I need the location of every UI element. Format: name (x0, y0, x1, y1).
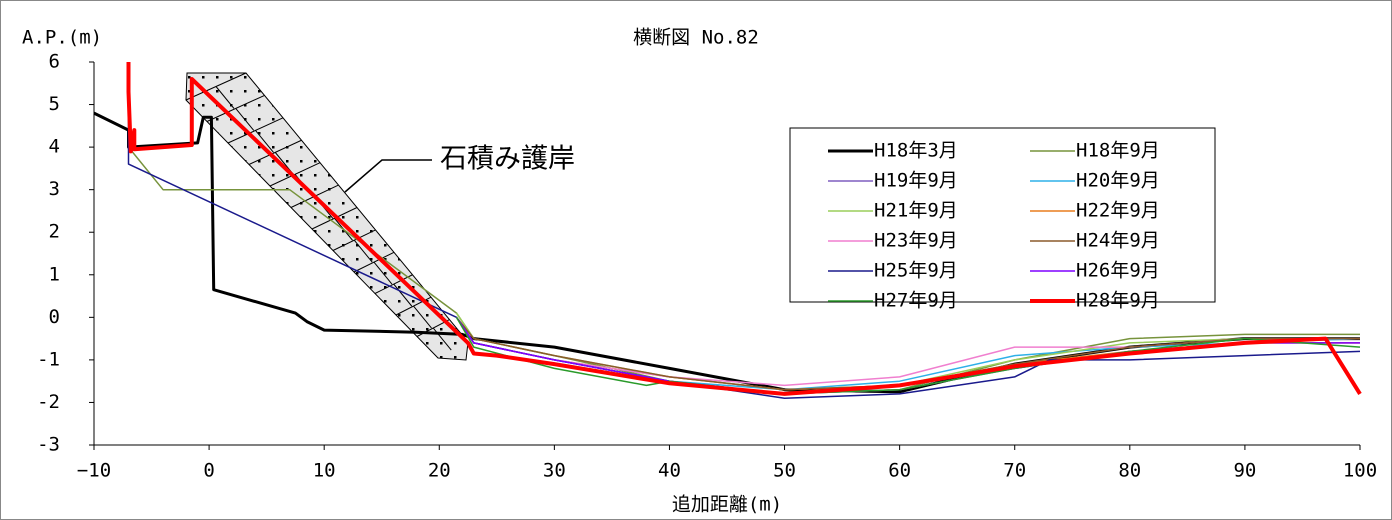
legend-label: H21年9月 (874, 200, 958, 222)
legend-label: H26年9月 (1076, 260, 1160, 282)
y-axis-label: A.P.(m) (22, 27, 102, 49)
legend-label: H20年9月 (1076, 170, 1160, 192)
y-tick-label: -2 (37, 391, 60, 413)
stone-joint (255, 130, 274, 153)
y-tick-label: 4 (49, 136, 60, 158)
legend-label: H27年9月 (874, 290, 958, 312)
x-tick-label: 70 (1003, 460, 1026, 482)
leader-line (344, 159, 432, 193)
x-axis-label: 追加距離(m) (672, 494, 782, 516)
y-tick-label: -3 (37, 434, 60, 456)
chart-title: 横断図 No.82 (633, 27, 759, 49)
stone-joint (373, 261, 393, 285)
x-tick-label: 60 (888, 460, 911, 482)
series-line (126, 62, 1362, 396)
y-tick-label: 6 (49, 51, 60, 73)
x-tick-label: 0 (203, 460, 214, 482)
y-tick-label: 0 (49, 306, 60, 328)
legend-label: H18年9月 (1076, 140, 1160, 162)
series-line (455, 316, 1360, 391)
legend-label: H22年9月 (1076, 200, 1160, 222)
legend-label: H28年9月 (1076, 290, 1160, 312)
x-tick-label: 10 (313, 460, 336, 482)
x-tick-label: 50 (773, 460, 796, 482)
x-tick-label: 30 (543, 460, 566, 482)
annotation: 石積み護岸 (440, 144, 575, 175)
y-tick-label: 2 (49, 221, 60, 243)
legend-label: H23年9月 (874, 230, 958, 252)
y-tick-label: -1 (37, 348, 60, 370)
legend: H18年3月 H18年9月 H19年9月 H20年9月 H21年9月 H22年9月 H23年… (789, 127, 1216, 312)
legend-label: H19年9月 (874, 170, 958, 192)
y-tick-label: 1 (49, 263, 60, 285)
x-tick-label: 40 (658, 460, 681, 482)
x-tick-label: 100 (1343, 460, 1377, 482)
legend-label: H24年9月 (1076, 230, 1160, 252)
x-tick-label: 80 (1118, 460, 1141, 482)
stone-joint (413, 305, 432, 329)
stone-joint (393, 283, 413, 307)
y-tick-label: 5 (49, 93, 60, 115)
stone-joint (215, 86, 235, 109)
legend-box (789, 127, 1216, 303)
y-tick-label: 3 (49, 178, 60, 200)
x-tick-label: 90 (1233, 460, 1256, 482)
stone-joint (235, 108, 255, 131)
legend-label: H18年3月 (874, 140, 958, 162)
x-tick-label: −10 (77, 460, 111, 482)
stone-joint (353, 239, 373, 263)
x-tick-label: 20 (428, 460, 451, 482)
stone-joint (206, 94, 265, 122)
legend-label: H25年9月 (874, 260, 958, 282)
